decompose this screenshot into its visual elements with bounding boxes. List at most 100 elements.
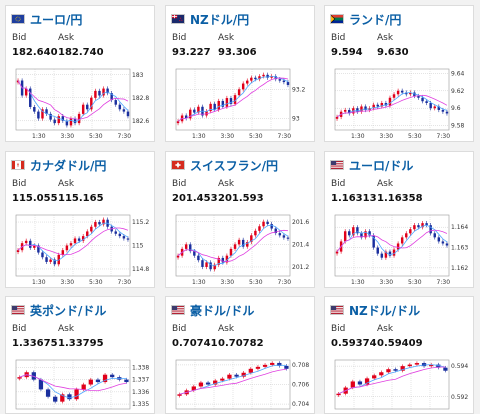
card-title[interactable]: NZドル/ドル <box>330 302 420 318</box>
rate-card-eur-jpy[interactable]: ユーロ/円 Bid Ask 182.640 182.740 183 182.8 18… <box>5 5 155 142</box>
candle-body <box>282 80 286 83</box>
currency-pair-link[interactable]: 英ポンド/ドル <box>30 303 107 318</box>
card-title[interactable]: ユーロ/円 <box>11 11 82 27</box>
candle-body <box>24 88 28 96</box>
candle-body <box>360 233 363 238</box>
card-title[interactable]: ユーロ/ドル <box>330 157 413 173</box>
candle-body <box>376 104 379 107</box>
candle-body <box>69 118 73 126</box>
currency-pair-link[interactable]: ランド/円 <box>349 12 402 27</box>
card-title[interactable]: ランド/円 <box>330 11 401 27</box>
eu-flag-icon <box>11 14 25 24</box>
candle-body <box>392 249 396 256</box>
ask-label: Ask <box>58 33 75 43</box>
candle-body <box>110 374 115 378</box>
bid-label: Bid <box>12 179 27 189</box>
ca-flag-icon <box>11 160 25 170</box>
rate-card-eur-usd[interactable]: ユーロ/ドル Bid Ask 1.16313 1.16358 1.164 1.16… <box>324 151 474 288</box>
candle-body <box>356 108 359 112</box>
candle-body <box>246 242 249 247</box>
short-moving-average-line <box>177 75 289 122</box>
bid-value: 0.70741 <box>172 338 218 349</box>
rate-card-nzd-jpy[interactable]: NZドル/円 Bid Ask 93.227 93.306 93.2 93 1:30 3… <box>165 5 315 142</box>
card-title[interactable]: NZドル/円 <box>171 11 249 27</box>
rate-card-zar-jpy[interactable]: ランド/円 Bid Ask 9.594 9.630 9.64 9.62 9.6 9.5… <box>324 5 474 142</box>
rate-chart[interactable]: 183 182.8 182.6 1:30 3:30 5:30 7:30 <box>12 66 150 141</box>
rate-chart[interactable]: 0.594 0.592 <box>331 357 469 411</box>
x-tick-label: 5:30 <box>249 133 263 140</box>
candle-body <box>45 257 48 262</box>
rate-chart[interactable]: 201.6 201.4 201.2 1:30 3:30 5:30 7:30 <box>172 212 310 287</box>
y-tick-label: 201.4 <box>292 241 309 248</box>
candle-body <box>102 88 105 96</box>
card-title[interactable]: 豪ドル/ドル <box>171 302 254 318</box>
candle-body <box>425 223 428 226</box>
candle-body <box>234 374 239 377</box>
card-title[interactable]: 英ポンド/ドル <box>11 302 106 318</box>
candle-body <box>106 88 109 94</box>
candle-body <box>258 226 261 231</box>
candle-body <box>376 247 379 254</box>
candle-body <box>98 90 101 96</box>
rate-chart[interactable]: 1.164 1.163 1.162 1:30 3:30 5:30 7:30 <box>331 212 469 287</box>
candle-body <box>53 396 58 402</box>
rate-chart[interactable]: 9.64 9.62 9.6 9.58 1:30 3:30 5:30 7:30 <box>331 66 469 141</box>
y-tick-label: 114.8 <box>132 266 149 273</box>
y-tick-label: 115 <box>132 243 144 250</box>
candle-body <box>73 118 77 124</box>
candle-body <box>184 244 188 249</box>
bid-value: 201.453 <box>172 193 218 204</box>
rate-chart[interactable]: 115.2 115 114.8 1:30 3:30 5:30 7:30 <box>12 212 150 287</box>
rate-card-nzd-usd[interactable]: NZドル/ドル Bid Ask 0.59374 0.59409 0.594 0.5… <box>324 296 474 414</box>
rate-card-cad-jpy[interactable]: カナダドル/円 Bid Ask 115.055 115.165 115.2 115… <box>5 151 155 288</box>
rate-card-aud-usd[interactable]: 豪ドル/ドル Bid Ask 0.70741 0.70782 0.708 0.70… <box>165 296 315 414</box>
candle-body <box>445 243 449 246</box>
candle-body <box>37 245 40 253</box>
candle-body <box>258 76 261 80</box>
short-moving-average-line <box>17 222 129 262</box>
rate-chart[interactable]: 93.2 93 1:30 3:30 5:30 7:30 <box>172 66 310 141</box>
candle-body <box>274 76 277 80</box>
candle-body <box>429 364 434 367</box>
rate-chart[interactable]: 0.708 0.706 0.704 <box>172 357 310 411</box>
candle-body <box>49 259 52 262</box>
candle-body <box>176 255 180 258</box>
y-tick-label: 1.338 <box>132 364 149 371</box>
y-tick-label: 0.704 <box>292 401 309 408</box>
card-title[interactable]: スイスフラン/円 <box>171 157 278 173</box>
candle-body <box>254 77 257 80</box>
ask-label: Ask <box>218 33 235 43</box>
candle-body <box>177 394 182 396</box>
candle-body <box>429 102 432 109</box>
currency-pair-link[interactable]: NZドル/円 <box>190 12 250 27</box>
currency-pair-link[interactable]: NZドル/ドル <box>349 303 421 318</box>
candle-body <box>413 92 416 97</box>
rate-card-chf-jpy[interactable]: スイスフラン/円 Bid Ask 201.453 201.593 201.6 20… <box>165 151 315 288</box>
candle-body <box>274 228 277 234</box>
card-title[interactable]: カナダドル/円 <box>11 157 106 173</box>
currency-pair-link[interactable]: ユーロ/円 <box>30 12 83 27</box>
candle-body <box>241 372 246 377</box>
candle-body <box>124 379 129 383</box>
y-tick-label: 0.592 <box>451 394 468 401</box>
candle-body <box>237 89 241 96</box>
candle-body <box>241 239 245 247</box>
candle-body <box>388 97 392 106</box>
bid-value: 1.33675 <box>12 338 58 349</box>
ask-value: 1.33795 <box>58 338 104 349</box>
candle-body <box>221 100 225 107</box>
x-tick-label: 1:30 <box>32 279 46 286</box>
x-tick-label: 1:30 <box>32 133 46 140</box>
y-tick-label: 1.337 <box>132 377 149 384</box>
rate-card-gbp-usd[interactable]: 英ポンド/ドル Bid Ask 1.33675 1.33795 1.338 1.3… <box>5 296 155 414</box>
us-flag-icon <box>330 160 344 170</box>
long-moving-average-line <box>17 80 129 120</box>
y-tick-label: 9.64 <box>451 70 465 77</box>
currency-pair-link[interactable]: カナダドル/円 <box>30 158 107 173</box>
currency-pair-link[interactable]: ユーロ/ドル <box>349 158 414 173</box>
rate-chart[interactable]: 1.338 1.337 1.336 1.335 <box>12 357 150 411</box>
currency-pair-link[interactable]: スイスフラン/円 <box>190 158 279 173</box>
currency-pair-link[interactable]: 豪ドル/ドル <box>190 303 255 318</box>
candle-body <box>335 116 339 119</box>
candle-body <box>189 109 192 119</box>
